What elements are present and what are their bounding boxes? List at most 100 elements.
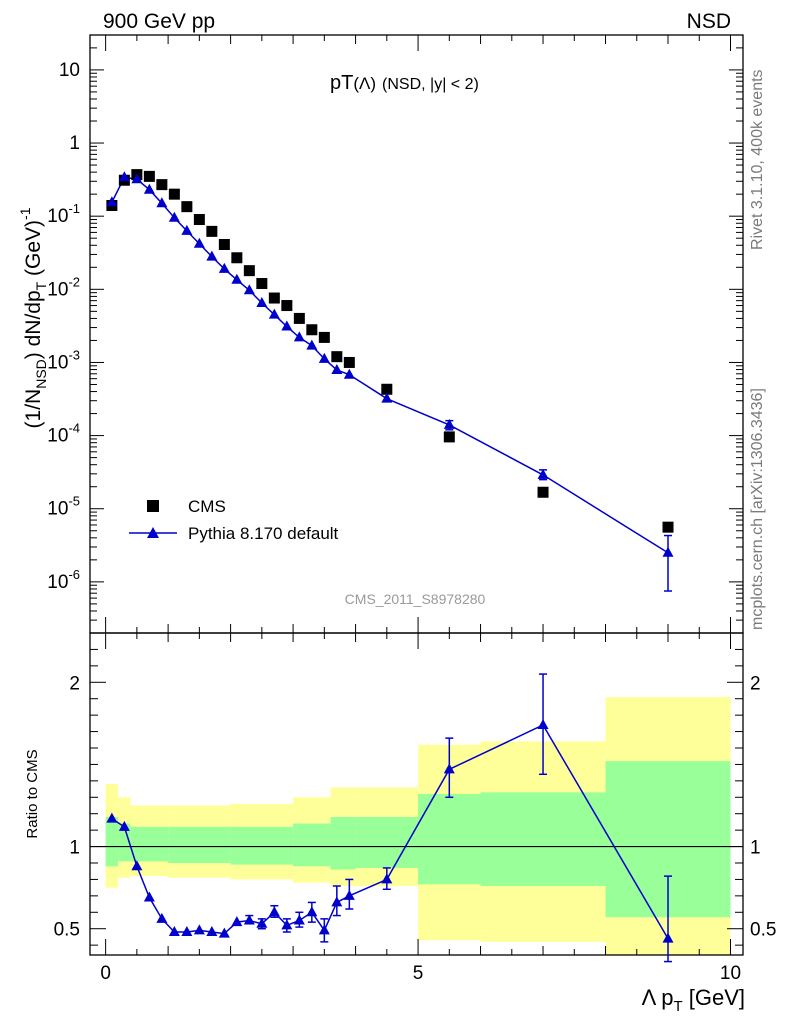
cms-data-point: [243, 265, 255, 277]
ratio-y-tick-label: 0.5: [54, 920, 80, 941]
legend-label-pythia: Pythia 8.170 default: [188, 524, 339, 543]
cms-data-point: [281, 300, 293, 312]
ratio-inner-band: [355, 817, 419, 868]
pythia-data-point: [181, 224, 193, 235]
ratio-data-point: [218, 927, 230, 938]
main-axis-ticks: 10 1 10-1 10-2 10-3 10-4 10-5 10-6: [47, 34, 743, 634]
ratio-data-point: [318, 924, 330, 935]
main-y-tick-label: 10-6: [47, 567, 80, 593]
ratio-data-point: [381, 873, 393, 884]
ratio-inner-band: [418, 794, 481, 885]
main-y-tick-label: 10-3: [47, 347, 80, 373]
energy-label: 900 GeV pp: [103, 10, 215, 33]
ratio-data-point: [131, 860, 143, 871]
ratio-y-tick-label-right: 2: [750, 673, 761, 694]
x-axis-label: Λ pT [GeV]: [642, 985, 745, 1015]
ratio-data-point: [168, 926, 180, 936]
ratio-data-point: [293, 914, 305, 925]
process-label: NSD: [687, 10, 731, 33]
pythia-data-point: [293, 331, 305, 342]
cms-data-point: [181, 201, 193, 213]
ratio-series-line: [111, 724, 669, 939]
cms-data-point: [268, 292, 280, 304]
pythia-data-point: [256, 297, 268, 308]
pythia-data-point: [281, 320, 293, 331]
legend-marker-cms: [147, 500, 159, 512]
cms-data-point: [381, 383, 393, 395]
pythia-data-point: [231, 273, 243, 284]
x-tick-label: 10: [720, 963, 741, 984]
pythia-data-point: [537, 468, 549, 479]
title-particle: (Λ): [353, 74, 376, 93]
ratio-data-point: [443, 763, 455, 774]
main-frame: [89, 34, 744, 634]
pythia-data-point: [218, 262, 230, 273]
cms-data-point: [343, 356, 355, 368]
main-y-tick-label: 10-2: [47, 274, 80, 300]
pythia-series-line: [111, 176, 669, 554]
main-y-tick-label: 10-1: [47, 201, 80, 227]
ratio-y-tick-label: 2: [69, 673, 80, 694]
ratio-inner-band: [105, 817, 119, 867]
ratio-data-point: [256, 917, 268, 928]
pythia-data-point: [156, 197, 168, 208]
cms-data-point: [156, 179, 168, 191]
cms-data-point: [443, 431, 455, 443]
cms-data-point: [206, 225, 218, 237]
ylabel-middle-sub: T: [33, 281, 49, 290]
xlabel-unit: [GeV]: [683, 985, 745, 1010]
xlabel-sub: T: [673, 998, 682, 1015]
cms-data-point: [193, 214, 205, 226]
ratio-data-marks: [106, 673, 674, 963]
ratio-panel: 0.5 0.5 1 1 2 2 0 5 10 Ratio to CMS Λ pT [GeV]: [24, 632, 776, 1015]
cms-data-point: [306, 324, 318, 336]
legend: CMS Pythia 8.170 default: [129, 497, 339, 543]
pythia-data-point: [193, 237, 205, 248]
ratio-data-point: [331, 896, 343, 907]
ratio-inner-band: [118, 823, 131, 862]
pythia-data-point: [118, 171, 130, 182]
cms-data-point: [143, 170, 155, 182]
pythia-data-point: [331, 363, 343, 374]
ratio-inner-band: [293, 823, 331, 867]
pythia-data-point: [443, 418, 455, 429]
ratio-data-point: [231, 916, 243, 927]
pythia-data-point: [143, 183, 155, 194]
pythia-data-point: [306, 339, 318, 350]
ratio-data-point: [206, 926, 218, 936]
main-panel: 10 1 10-1 10-2 10-3 10-4 10-5 10-6 pT(Λ) (NSD, |…: [17, 34, 744, 634]
ratio-data-point: [243, 914, 255, 925]
pythia-data-point: [343, 368, 355, 379]
legend-label-cms: CMS: [188, 497, 226, 516]
ratio-inner-band: [130, 826, 169, 862]
cms-data-point: [256, 278, 268, 290]
cms-data-point: [231, 252, 243, 264]
x-tick-label: 0: [100, 963, 111, 984]
ratio-inner-band: [330, 817, 356, 870]
pythia-data-point: [268, 308, 280, 319]
ratio-data-point: [106, 812, 118, 823]
main-data-marks: [106, 169, 674, 592]
plot-title: pT(Λ) (NSD, |y| < 2): [330, 72, 479, 94]
pythia-data-point: [243, 284, 255, 295]
analysis-watermark: CMS_2011_S8978280: [345, 591, 486, 607]
main-y-tick-label: 10: [59, 60, 80, 81]
ratio-data-point: [181, 926, 193, 936]
xlabel-symbol: Λ p: [642, 985, 674, 1010]
ratio-data-point: [537, 719, 549, 729]
ratio-y-tick-label: 1: [69, 838, 80, 859]
ratio-data-point: [306, 906, 318, 917]
mcplots-reference-label: mcplots.cern.ch [arXiv:1306.3436]: [749, 388, 766, 630]
ratio-uncertainty-bands: [105, 697, 731, 955]
rivet-version-label: Rivet 3.1.10, 400k events: [749, 69, 766, 250]
ratio-data-point: [193, 924, 205, 935]
pythia-data-point: [206, 250, 218, 261]
ratio-inner-band: [480, 792, 606, 886]
legend-marker-pythia: [147, 527, 159, 538]
x-tick-label: 5: [413, 963, 424, 984]
ylabel-suffix: (GeV): [22, 220, 45, 282]
ratio-frame: [89, 632, 744, 956]
ylabel-prefix-sub: NSD: [33, 359, 49, 389]
cms-data-point: [662, 521, 674, 533]
